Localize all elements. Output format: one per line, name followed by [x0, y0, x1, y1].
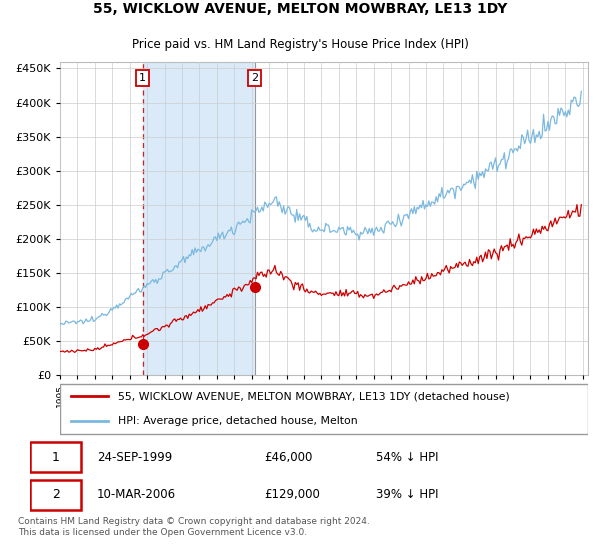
FancyBboxPatch shape: [60, 384, 588, 434]
Text: 2: 2: [52, 488, 59, 501]
Text: 10-MAR-2006: 10-MAR-2006: [97, 488, 176, 501]
Text: 39% ↓ HPI: 39% ↓ HPI: [376, 488, 439, 501]
Text: 55, WICKLOW AVENUE, MELTON MOWBRAY, LE13 1DY (detached house): 55, WICKLOW AVENUE, MELTON MOWBRAY, LE13…: [118, 391, 510, 402]
Text: Price paid vs. HM Land Registry's House Price Index (HPI): Price paid vs. HM Land Registry's House …: [131, 38, 469, 50]
Text: 55, WICKLOW AVENUE, MELTON MOWBRAY, LE13 1DY: 55, WICKLOW AVENUE, MELTON MOWBRAY, LE13…: [93, 2, 507, 16]
Text: 54% ↓ HPI: 54% ↓ HPI: [376, 451, 439, 464]
Text: 1: 1: [52, 451, 59, 464]
Text: Contains HM Land Registry data © Crown copyright and database right 2024.
This d: Contains HM Land Registry data © Crown c…: [18, 517, 370, 536]
Text: 24-SEP-1999: 24-SEP-1999: [97, 451, 172, 464]
FancyBboxPatch shape: [30, 442, 82, 472]
Text: £46,000: £46,000: [265, 451, 313, 464]
Text: £129,000: £129,000: [265, 488, 320, 501]
FancyBboxPatch shape: [30, 480, 82, 510]
Text: 2: 2: [251, 73, 258, 83]
Text: 1: 1: [139, 73, 146, 83]
Bar: [143, 62, 254, 375]
Text: HPI: Average price, detached house, Melton: HPI: Average price, detached house, Melt…: [118, 416, 358, 426]
